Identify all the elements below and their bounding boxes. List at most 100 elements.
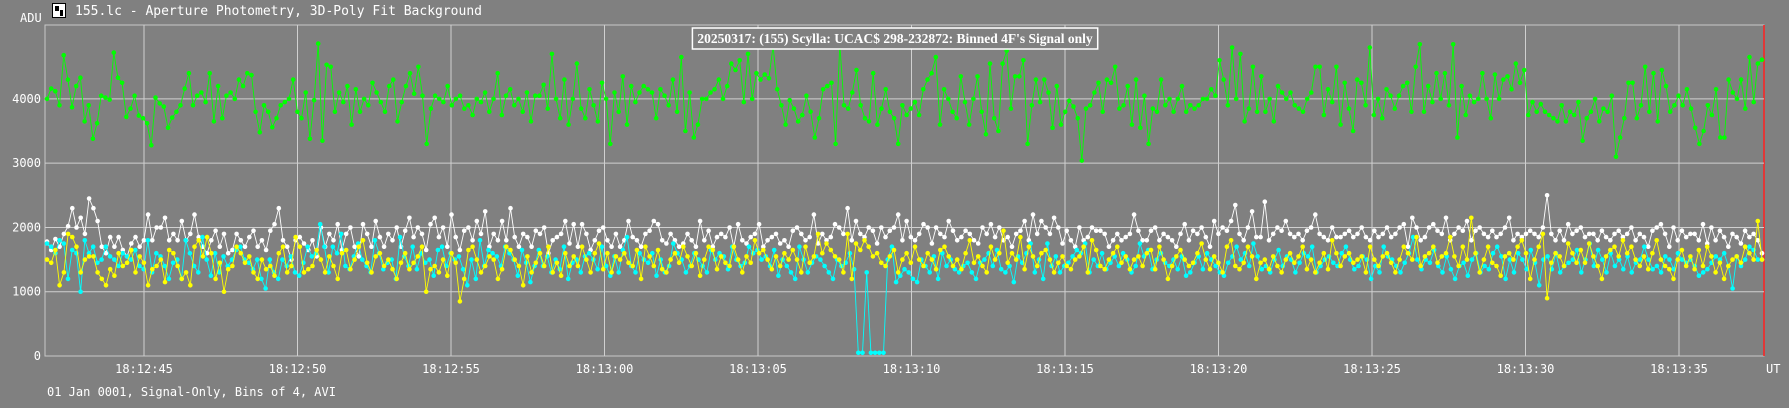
data-point <box>154 225 159 230</box>
data-point <box>749 96 755 102</box>
data-point <box>1658 270 1664 275</box>
data-point <box>676 244 682 249</box>
data-point <box>769 234 775 240</box>
data-point <box>1563 119 1569 124</box>
data-point <box>1000 61 1005 66</box>
data-point <box>1599 276 1605 282</box>
data-point <box>870 70 876 76</box>
data-point <box>797 244 802 249</box>
data-point <box>94 121 100 126</box>
data-point <box>1527 228 1533 233</box>
data-point <box>1755 61 1761 66</box>
data-point <box>1443 215 1449 221</box>
data-point <box>249 72 254 78</box>
data-point <box>334 250 340 256</box>
data-point <box>1067 98 1072 104</box>
data-point <box>1085 270 1091 275</box>
data-point <box>1507 257 1513 262</box>
data-point <box>1599 228 1605 233</box>
data-point <box>299 115 304 121</box>
data-point <box>1426 250 1432 256</box>
data-point <box>1532 257 1537 262</box>
data-point <box>1241 260 1246 266</box>
data-point <box>826 270 832 275</box>
series-4 <box>44 215 1765 304</box>
data-point <box>1146 141 1151 147</box>
data-point <box>318 257 324 262</box>
data-point <box>528 279 533 285</box>
data-point <box>196 238 201 243</box>
data-point <box>1637 231 1643 237</box>
data-point <box>348 225 353 230</box>
data-point <box>1485 244 1491 249</box>
window-title: 155.lc - Aperture Photometry, 3D-Poly Fi… <box>75 4 482 19</box>
data-point <box>748 260 753 266</box>
data-point <box>921 221 926 227</box>
data-point <box>643 244 648 249</box>
data-point <box>1601 106 1606 111</box>
data-point <box>658 87 663 92</box>
data-point <box>592 250 598 256</box>
data-point <box>1238 51 1243 57</box>
data-point <box>520 283 526 288</box>
data-point <box>327 254 332 259</box>
data-point <box>178 103 183 108</box>
data-point <box>815 231 821 237</box>
data-point <box>925 225 930 230</box>
data-point <box>1022 266 1027 272</box>
data-point <box>213 276 218 282</box>
x-tick-label: 18:12:45 <box>115 362 173 376</box>
data-point <box>1679 228 1685 233</box>
data-point <box>69 247 75 253</box>
data-point <box>634 238 640 243</box>
data-point <box>1255 254 1260 259</box>
data-point <box>162 279 168 285</box>
data-point <box>1421 109 1427 115</box>
data-point <box>586 250 592 256</box>
series-1 <box>44 41 1765 163</box>
data-point <box>1604 270 1609 275</box>
data-point <box>699 96 705 102</box>
data-point <box>1309 90 1314 95</box>
data-point <box>1440 270 1445 275</box>
data-point <box>423 260 428 266</box>
data-point <box>1688 231 1693 237</box>
data-point <box>128 106 133 111</box>
data-point <box>1730 286 1735 291</box>
data-point <box>600 266 606 272</box>
data-point <box>1584 115 1589 121</box>
data-point <box>1216 231 1221 237</box>
data-point <box>794 257 800 262</box>
data-point <box>1409 109 1414 115</box>
data-point <box>301 270 307 275</box>
data-point <box>786 257 791 262</box>
data-point <box>929 257 935 262</box>
data-point <box>78 75 83 80</box>
data-point <box>1287 250 1293 256</box>
data-point <box>925 77 930 82</box>
data-point <box>830 276 836 282</box>
data-point <box>107 97 112 102</box>
data-point <box>310 263 315 269</box>
data-point <box>208 273 214 279</box>
data-point <box>70 234 75 240</box>
data-point <box>1484 96 1489 102</box>
data-point <box>1254 109 1260 115</box>
data-point <box>1355 257 1360 262</box>
data-point <box>829 80 834 86</box>
data-point <box>910 276 916 282</box>
data-point <box>482 209 488 214</box>
data-point <box>179 276 185 282</box>
data-point <box>263 286 268 291</box>
data-point <box>799 231 804 237</box>
data-point <box>895 212 901 217</box>
data-point <box>230 247 235 253</box>
data-point <box>1022 218 1027 224</box>
data-point <box>103 250 109 256</box>
data-point <box>856 350 861 356</box>
data-point <box>1186 238 1192 243</box>
series-layer <box>44 41 1765 356</box>
data-point <box>1654 225 1659 230</box>
data-point <box>1671 266 1676 272</box>
data-point <box>1228 238 1234 243</box>
